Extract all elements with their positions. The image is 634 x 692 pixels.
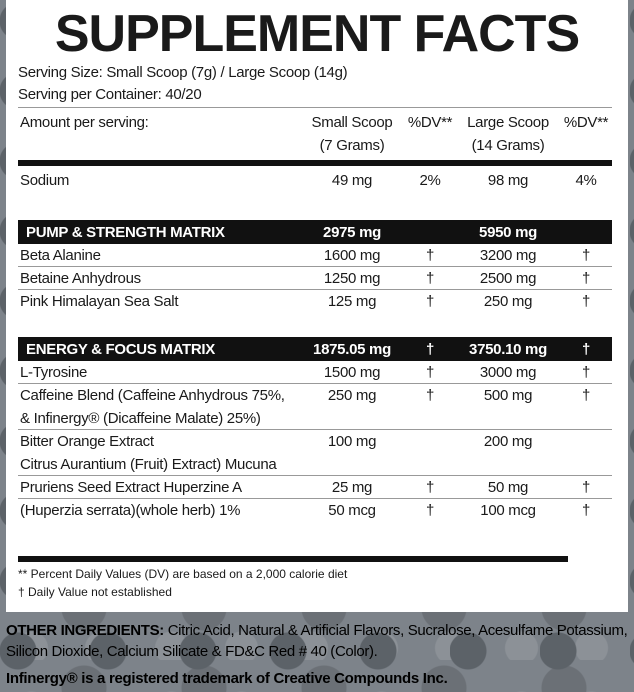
cell-dv: † [425, 340, 435, 358]
row-name: & Infinergy® (Dicaffeine Malate) 25%) [20, 409, 261, 427]
section-bar [18, 220, 612, 244]
row-rule [18, 498, 612, 499]
other-text: Citric Acid, Natural & Artificial Flavor… [6, 622, 628, 660]
cell-dv: † [425, 246, 435, 264]
title: SUPPLEMENT FACTS [54, 5, 580, 63]
cell-dv: † [425, 363, 435, 381]
trademark: Infinergy® is a registered trademark of … [6, 670, 448, 687]
cell-small: 1250 mg [323, 269, 381, 287]
cell-dv2: † [581, 246, 591, 264]
row-name: Pruriens Seed Extract Huperzine A [20, 478, 242, 496]
cell-dv: † [425, 501, 435, 519]
cell-dv: 2% [419, 171, 441, 189]
cell-small: 1600 mg [323, 246, 381, 264]
cell-large: 50 mg [487, 478, 529, 496]
row-rule [18, 383, 612, 384]
row-name: Pink Himalayan Sea Salt [20, 292, 179, 310]
row-name: L-Tyrosine [20, 363, 88, 381]
row-name: Sodium [20, 171, 70, 189]
facts-panel: SUPPLEMENT FACTS Serving Size: Small Sco… [6, 0, 628, 612]
cell-small: 1500 mg [323, 363, 381, 381]
cell-small: Small Scoop [311, 113, 393, 131]
row-name: Betaine Anhydrous [20, 269, 141, 287]
footnote: ** Percent Daily Values (DV) are based o… [18, 567, 348, 581]
cell-dv: † [425, 386, 435, 404]
thick-rule [18, 160, 612, 166]
cell-small: 2975 mg [323, 223, 381, 241]
cell-dv2: %DV** [563, 113, 609, 131]
cell-dv: † [425, 292, 435, 310]
servings: Serving per Container: 40/20 [18, 86, 202, 103]
thick-rule [18, 556, 568, 562]
cell-large: 3200 mg [479, 246, 537, 264]
cell-small: 49 mg [331, 171, 373, 189]
cell-small: (7 Grams) [319, 136, 385, 154]
cell-small: 125 mg [327, 292, 377, 310]
cell-small: 250 mg [327, 386, 377, 404]
row-name: Amount per serving: [20, 113, 149, 131]
other-ingredients: OTHER INGREDIENTS: Citric Acid, Natural … [6, 620, 630, 662]
cell-small: 100 mg [327, 432, 377, 450]
cell-large: 100 mcg [480, 501, 536, 519]
cell-dv2: 4% [575, 171, 597, 189]
cell-dv2: † [581, 501, 591, 519]
cell-large: 3750.10 mg [469, 340, 547, 358]
row-name: Beta Alanine [20, 246, 101, 264]
section-bar [18, 337, 612, 361]
cell-large: 250 mg [483, 292, 533, 310]
cell-small: 1875.05 mg [313, 340, 391, 358]
row-rule [18, 475, 612, 476]
cell-large: 500 mg [483, 386, 533, 404]
cell-large: 2500 mg [479, 269, 537, 287]
row-name: (Huperzia serrata)(whole herb) 1% [20, 501, 241, 519]
other-label: OTHER INGREDIENTS: [6, 622, 164, 639]
serving-size: Serving Size: Small Scoop (7g) / Large S… [18, 64, 348, 81]
cell-large: 98 mg [487, 171, 529, 189]
cell-large: (14 Grams) [471, 136, 545, 154]
cell-large: Large Scoop [467, 113, 549, 131]
cell-dv: † [425, 478, 435, 496]
row-rule [18, 266, 612, 267]
section-name: PUMP & STRENGTH MATRIX [26, 223, 225, 241]
cell-dv2: † [581, 340, 591, 358]
cell-large: 3000 mg [479, 363, 537, 381]
cell-dv2: † [581, 292, 591, 310]
row-rule [18, 429, 612, 430]
row-name: Citrus Aurantium (Fruit) Extract) Mucuna [20, 455, 277, 473]
row-name: Caffeine Blend (Caffeine Anhydrous 75%, [20, 386, 285, 404]
row-name: Bitter Orange Extract [20, 432, 154, 450]
cell-large: 200 mg [483, 432, 533, 450]
cell-dv2: † [581, 478, 591, 496]
cell-large: 5950 mg [479, 223, 537, 241]
cell-small: 50 mcg [328, 501, 376, 519]
cell-dv2: † [581, 269, 591, 287]
section-name: ENERGY & FOCUS MATRIX [26, 340, 215, 358]
cell-dv2: † [581, 363, 591, 381]
cell-dv: %DV** [407, 113, 453, 131]
cell-dv: † [425, 269, 435, 287]
rule [18, 107, 612, 108]
cell-dv2: † [581, 386, 591, 404]
row-rule [18, 289, 612, 290]
footnote: † Daily Value not established [18, 585, 172, 599]
cell-small: 25 mg [331, 478, 373, 496]
